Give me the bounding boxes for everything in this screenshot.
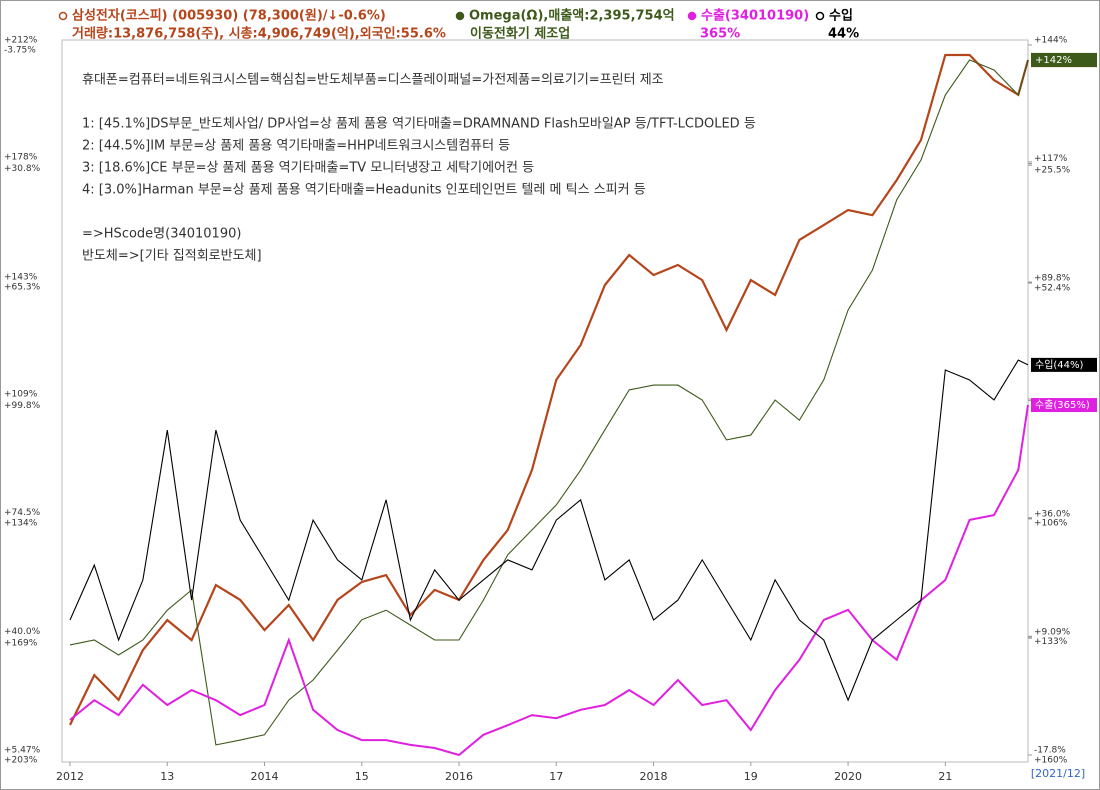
series-line [69,359,1029,702]
end-tag [1031,357,1097,372]
legend-marker [687,11,697,21]
x-tick-label: 19 [744,770,758,783]
legend-name: 수입 [829,9,853,24]
legend-detail: 이동전화기 제조업 [470,26,570,42]
end-label: +142% [1035,55,1072,66]
x-tick-label: 2018 [640,770,668,783]
y-tick-label: +178% [4,152,38,162]
annotation: 4: [3.0%]Harman 부문=상 품제 품용 역기타매출=Headuni… [82,183,646,198]
legend-detail: 365% [700,27,740,42]
y-tick-label: +9.09% [1034,628,1071,638]
y-tick-label: +117% [1034,154,1068,164]
x-tick-label: 15 [355,770,369,783]
end-tag [1031,52,1097,67]
legend-marker [815,11,825,21]
x-tick-label: 2012 [56,770,84,783]
y-tick-label: +144% [1034,36,1068,46]
y-tick-label: -3.75% [4,46,36,56]
y-tick-label: +143% [4,273,38,283]
y-tick-label: +99.8% [4,401,41,411]
legend-marker [455,11,465,21]
y-tick-label: +203% [4,756,38,766]
annotation: =>HScode명(34010190) [82,227,241,242]
y-tick-label: +212% [4,36,38,46]
series-line [69,404,1029,757]
x-tick-label: 17 [549,770,563,783]
date-label: [2021/12] [1031,767,1085,780]
annotation: 3: [18.6%]CE 부문=상 품제 품용 역기타매출=TV 모니터냉장고 … [82,161,534,176]
y-tick-label: +40.0% [4,627,41,637]
legend-name: Omega(Ω),매출액:2,395,754억 [469,8,675,24]
legend-name: 수출(34010190) [701,8,809,24]
annotation: 1: [45.1%]DS부문_반도체사업/ DP사업=상 품제 품용 역기타매출… [82,117,756,132]
annotation: 휴대폰=컴퓨터=네트워크시스템=핵심칩=반도체부품=디스플레이패널=가전제품=의… [82,73,664,88]
x-tick-label: 2014 [251,770,279,783]
y-tick-label: +134% [4,519,38,529]
y-tick-label: +30.8% [4,164,41,174]
x-tick-label: 13 [160,770,174,783]
legend-marker [58,11,68,21]
end-label: 수입(44%) [1035,358,1084,371]
legend-detail: 44% [828,27,859,42]
x-tick-label: 2020 [834,770,862,783]
y-tick-label: +160% [1034,756,1068,766]
x-tick-label: 21 [938,770,952,783]
series-line [69,59,1029,746]
legend-name: 삼성전자(코스피) (005930) (78,300(원)/↓-0.6%) [72,8,386,24]
y-tick-label: +52.4% [1034,284,1071,294]
y-tick-label: +25.5% [1034,166,1071,176]
y-tick-label: +5.47% [4,746,41,756]
y-tick-label: +89.8% [1034,273,1071,283]
y-tick-label: +65.3% [4,283,41,293]
x-tick-label: 2016 [445,770,473,783]
y-tick-label: +106% [1034,519,1068,529]
annotation: 반도체=>[기타 집적회로반도체] [82,249,262,264]
series-line [69,53,1030,726]
y-tick-label: +169% [4,639,38,649]
y-tick-label: -17.8% [1034,746,1066,756]
end-label: 수출(365%) [1035,399,1090,411]
annotation: 2: [44.5%]IM 부문=상 품제 품용 역기타매출=HHP네트워크시스템… [82,139,510,154]
y-tick-label: +133% [1034,637,1068,647]
y-tick-label: +36.0% [1034,509,1071,519]
y-tick-label: +74.5% [4,508,41,518]
end-tag [1031,398,1097,413]
y-tick-label: +109% [4,390,38,400]
legend-detail: 거래량:13,876,758(주), 시총:4,906,749(억),외국인:5… [72,26,446,42]
